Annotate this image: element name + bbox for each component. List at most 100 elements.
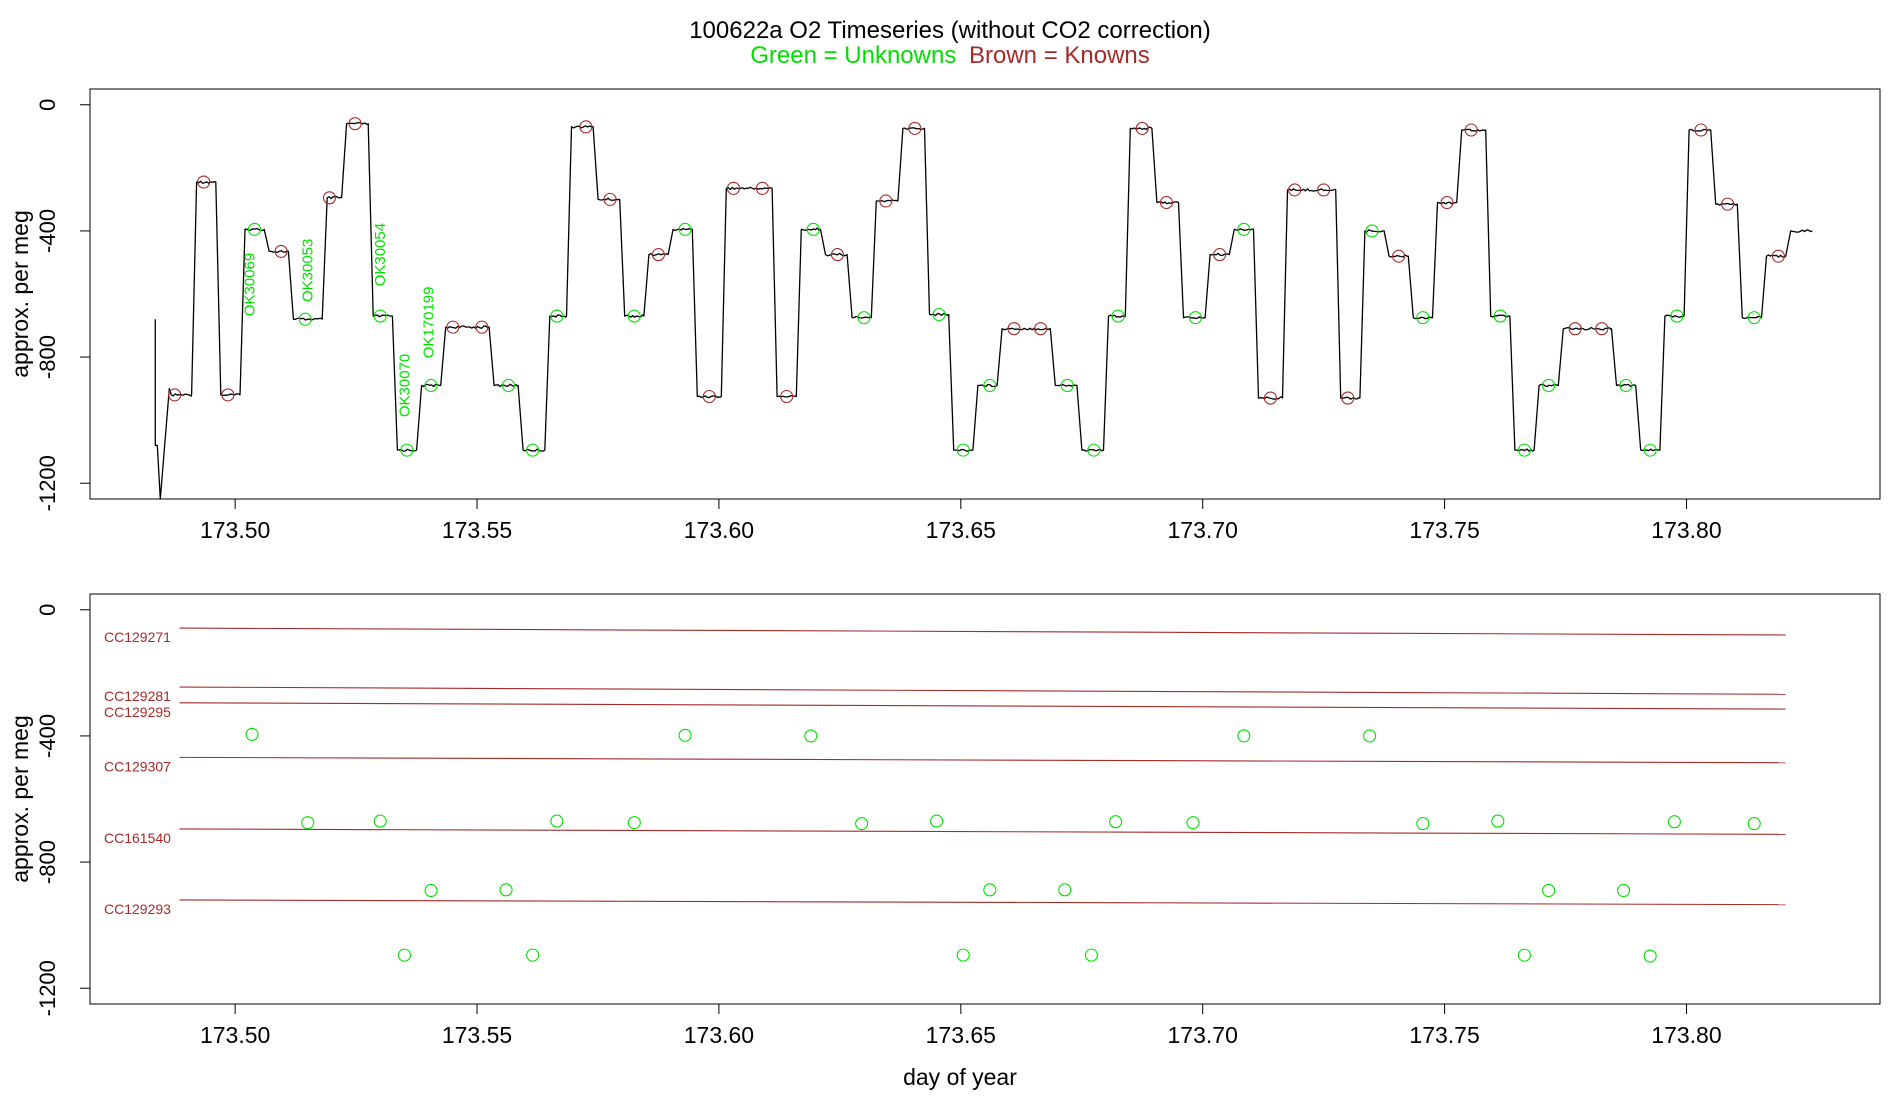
known-point: [475, 320, 489, 334]
known-point: [755, 181, 770, 195]
summary-x-tick-label: 173.50: [200, 1022, 270, 1048]
timeseries-x-tick-label: 173.50: [200, 517, 270, 543]
unknown-point: [550, 309, 564, 323]
unknown-point: [373, 814, 387, 828]
unknown-point: [298, 312, 312, 326]
reference-line: [179, 627, 1786, 636]
summary-y-tick-label: -1200: [35, 960, 60, 1016]
reference-line-label: CC129293: [104, 901, 171, 917]
unknown-point: [1517, 948, 1531, 962]
known-point: [1317, 183, 1331, 197]
reference-line: [179, 899, 1786, 906]
unknown-point: [1493, 309, 1507, 323]
unknown-point: [526, 948, 540, 962]
unknown-point: [956, 948, 970, 962]
unknown-point: [1188, 311, 1202, 325]
known-point: [446, 320, 460, 334]
known-point: [1440, 195, 1454, 210]
summary-y-tick-label: -400: [35, 714, 60, 758]
summary-x-tick-label: 173.70: [1168, 1022, 1238, 1048]
timeseries-y-axis-label: approx. per meg: [7, 210, 33, 377]
unknown-point: [1087, 443, 1101, 457]
unknown-point: [627, 309, 641, 323]
known-point: [322, 191, 337, 205]
unknown-point: [373, 309, 387, 323]
summary-y-tick-label: -800: [35, 840, 60, 884]
summary-x-tick-label: 173.75: [1409, 1022, 1479, 1048]
known-point: [1721, 197, 1735, 211]
unknown-point: [1542, 883, 1556, 898]
legend-knowns: Brown = Knowns: [969, 42, 1150, 69]
unknown-point: [1416, 817, 1430, 831]
unknown-point: [1365, 224, 1379, 238]
known-point: [579, 120, 593, 134]
summary-marks: [245, 727, 1761, 963]
unknown-point: [1416, 311, 1430, 325]
unknown-point: [1060, 378, 1074, 393]
known-point: [1392, 249, 1406, 263]
chart-title: 100622a O2 Timeseries (without CO2 corre…: [689, 17, 1211, 44]
reference-line-label: CC129281: [104, 688, 171, 704]
unknown-sample-label: OK30070: [396, 354, 413, 417]
unknown-point: [983, 883, 997, 897]
known-point: [603, 192, 617, 206]
known-point: [1159, 195, 1173, 210]
known-point: [830, 248, 844, 262]
unknown-point: [400, 443, 414, 457]
known-point: [221, 388, 235, 402]
timeseries-plot-frame: [89, 88, 1881, 500]
reference-line: [179, 756, 1786, 764]
timeseries-trace: [154, 121, 1813, 500]
unknown-point: [855, 817, 869, 831]
unknown-point: [501, 378, 516, 393]
unknown-point: [499, 883, 513, 897]
reference-line: [179, 828, 1786, 835]
summary-x-axis: 173.50 173.55 173.60 173.65 173.70 173.75 173.…: [200, 1003, 1722, 1048]
timeseries-x-tick-label: 173.60: [684, 517, 754, 543]
unknown-point: [956, 443, 970, 457]
known-point: [651, 248, 665, 262]
unknown-point: [1111, 309, 1125, 323]
timeseries-x-tick-label: 173.65: [926, 517, 996, 543]
summary-y-axis-label: approx. per meg: [7, 715, 33, 882]
known-point: [879, 194, 893, 208]
unknown-point: [245, 727, 259, 741]
known-point: [702, 389, 716, 404]
reference-line-label: CC161540: [104, 830, 171, 846]
known-point: [1568, 322, 1582, 336]
unknown-point: [424, 883, 438, 898]
known-point: [197, 175, 211, 189]
timeseries-traces: [154, 121, 1813, 500]
known-point: [168, 388, 182, 402]
timeseries-y-tick-label: -800: [35, 335, 60, 379]
unknown-point: [1491, 814, 1505, 828]
unknown-point: [1058, 883, 1072, 897]
known-point: [1135, 121, 1149, 135]
unknown-point: [678, 222, 692, 236]
unknown-point: [1517, 443, 1531, 457]
unknown-point: [1617, 883, 1631, 898]
unknown-point: [1619, 378, 1633, 393]
unknown-point: [424, 378, 438, 393]
known-point: [1034, 322, 1048, 336]
unknown-point: [1747, 817, 1761, 831]
unknown-point: [932, 307, 946, 322]
summary-x-axis-label: day of year: [903, 1064, 1017, 1090]
unknown-point: [806, 222, 820, 236]
known-point: [780, 389, 794, 404]
unknown-point: [1084, 948, 1098, 962]
unknown-point: [930, 814, 944, 828]
unknown-point: [1643, 443, 1657, 457]
known-point: [1263, 391, 1277, 405]
known-point: [1288, 183, 1302, 197]
known-point: [1771, 249, 1785, 263]
timeseries-x-axis: 173.50 173.55 173.60 173.65 173.70 173.75 173.…: [200, 498, 1722, 543]
summary-y-tick-label: 0: [35, 604, 60, 616]
known-point: [1694, 123, 1708, 137]
reference-line: [179, 686, 1786, 695]
unknown-point: [1670, 309, 1684, 323]
unknown-sample-label: OK170199: [420, 287, 437, 359]
